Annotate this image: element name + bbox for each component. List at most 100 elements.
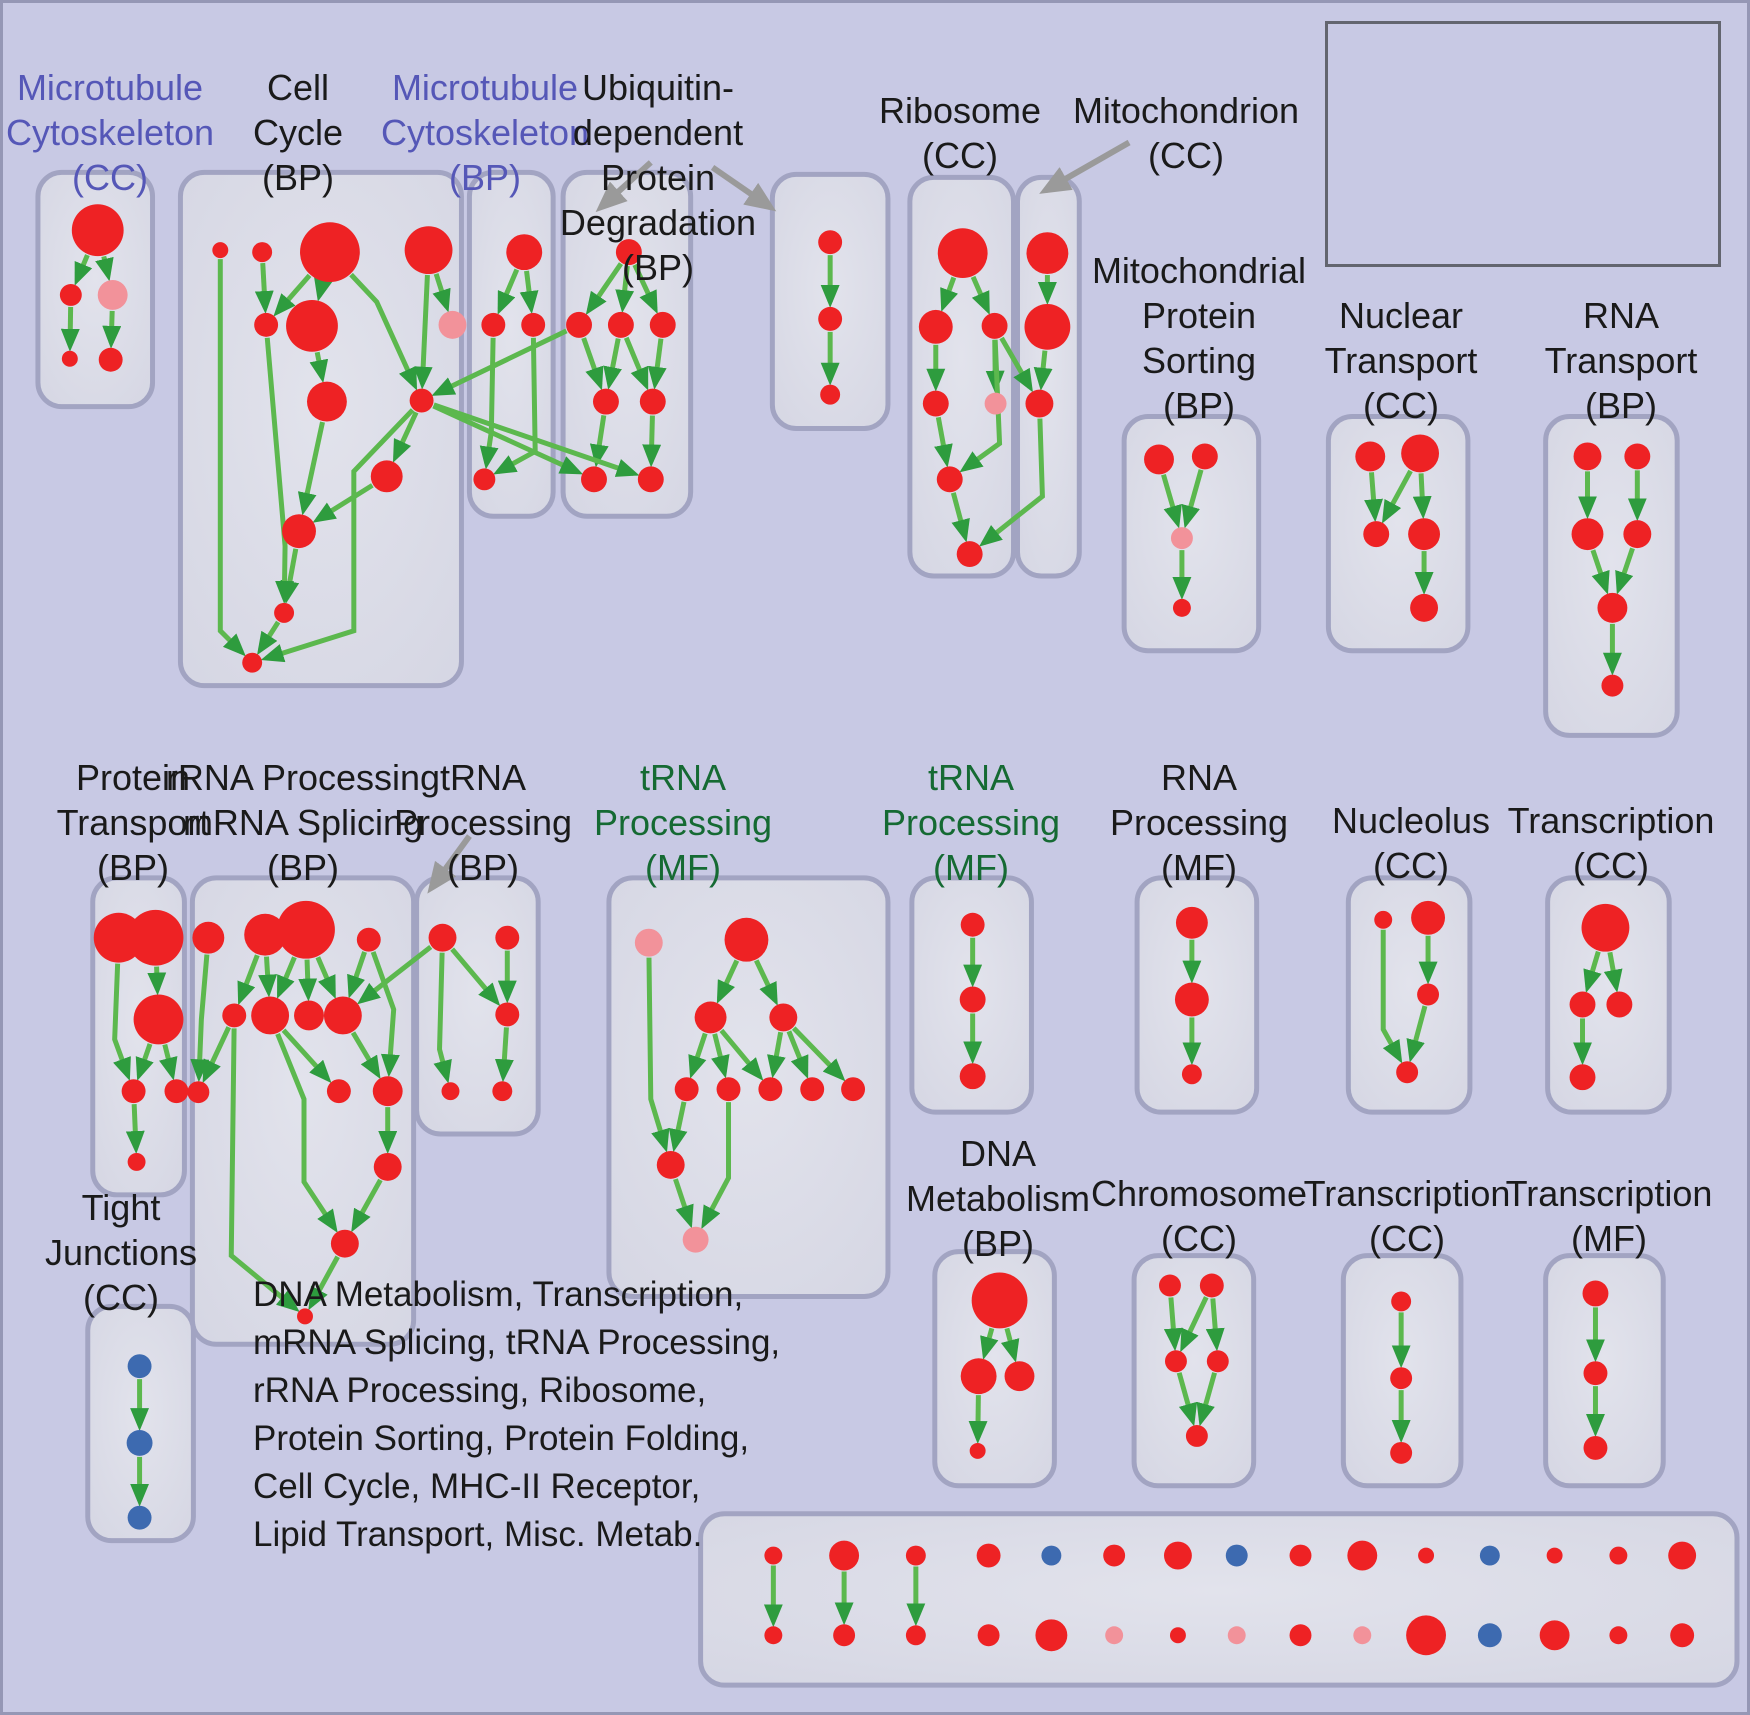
edge-l5-l14 — [228, 1028, 300, 1312]
edge-b6-b12 — [264, 337, 295, 604]
edge-n10-n11 — [673, 1178, 694, 1229]
node-b6 — [254, 312, 279, 337]
edge-d1-d2 — [585, 262, 624, 316]
node-b13 — [242, 652, 263, 673]
node-a4 — [61, 350, 78, 367]
node-yb9 — [1289, 1624, 1312, 1647]
node-f5 — [984, 392, 1007, 415]
node-l10 — [326, 1079, 351, 1104]
label-pointer-arrow-1 — [595, 160, 653, 213]
edge-l13-l14 — [308, 1255, 340, 1311]
cluster-label-dna-metabolism-bp: DNA Metabolism (BP) — [905, 1133, 1091, 1264]
node-yb15 — [1670, 1623, 1695, 1648]
node-f1 — [937, 228, 988, 279]
cluster-label-mito-protein-sorting-bp: Mitochondrial Protein Sorting (BP) — [1091, 250, 1307, 426]
edge-v1-v3 — [1163, 1297, 1183, 1352]
network-canvas — [35, 139, 1740, 1688]
node-d4 — [649, 311, 676, 338]
cluster-label-cell-cycle-bp: Cell Cycle (BP) — [252, 67, 344, 198]
edge-k4-k6 — [125, 1104, 145, 1154]
edge-l6-l10 — [281, 1028, 332, 1084]
node-r3 — [1606, 991, 1633, 1018]
node-o3 — [959, 1063, 986, 1090]
edge-f1-f2 — [940, 276, 959, 312]
node-l11 — [372, 1076, 403, 1107]
edge-d2-b9 — [431, 328, 568, 396]
edge-l5-l9 — [202, 1026, 232, 1084]
node-yb14 — [1609, 1626, 1628, 1645]
edge-v4-v5 — [1196, 1372, 1217, 1427]
node-b2 — [252, 242, 273, 263]
node-r4 — [1569, 1064, 1596, 1091]
node-k2 — [127, 909, 184, 966]
node-h1 — [1144, 444, 1174, 475]
node-i4 — [1408, 518, 1441, 551]
node-n3 — [694, 1001, 727, 1034]
box-nuclear-transport — [1325, 414, 1471, 654]
edge-b1-b13 — [217, 259, 246, 657]
node-d1 — [615, 239, 642, 266]
node-w1 — [1391, 1291, 1412, 1312]
edge-q3-q4 — [1406, 1005, 1428, 1063]
edge-c1-c3 — [519, 270, 539, 314]
edge-n4-n8 — [786, 1030, 809, 1080]
edge-q1-q4 — [1380, 929, 1403, 1064]
node-b11 — [282, 514, 316, 549]
node-n8 — [800, 1077, 825, 1102]
box-nucleolus — [1345, 875, 1473, 1115]
cluster-label-trna-processing-bp: tRNA Processing (BP) — [393, 757, 573, 888]
node-o2 — [959, 986, 986, 1013]
edge-d6-d8 — [642, 415, 662, 468]
cluster-label-transcription-mf: Transcription (MF) — [1505, 1173, 1713, 1259]
node-yt11 — [1418, 1547, 1435, 1564]
node-yt6 — [1103, 1544, 1126, 1567]
edge-r1-r3 — [1603, 951, 1623, 993]
node-n7 — [758, 1077, 783, 1102]
node-g2 — [1024, 303, 1071, 350]
node-h3 — [1170, 527, 1193, 550]
edge-b9-d7 — [432, 403, 584, 475]
node-yt14 — [1609, 1546, 1628, 1565]
edge-n2-n4 — [754, 959, 778, 1006]
node-yb2 — [833, 1624, 856, 1647]
edge-k2-k3 — [147, 966, 167, 996]
node-s2 — [126, 1429, 153, 1456]
cluster-label-nucleolus-cc: Nucleolus (CC) — [1331, 800, 1491, 886]
node-l7 — [294, 1000, 324, 1031]
edge-n5-n10 — [668, 1101, 688, 1153]
cluster-label-tight-junctions-cc: Tight Junctions (CC) — [44, 1187, 198, 1318]
edge-m1-m3 — [450, 947, 501, 1007]
node-l6 — [251, 996, 290, 1035]
edge-n2-n3 — [716, 959, 740, 1004]
node-u1 — [971, 1272, 1028, 1329]
node-yt7 — [1163, 1541, 1192, 1570]
misc-clusters-note: DNA Metabolism, Transcription, mRNA Splic… — [253, 1275, 781, 1554]
edge-b4-b9 — [413, 274, 433, 390]
edge-f3-g3 — [999, 336, 1033, 393]
edge-n3-n5 — [688, 1032, 708, 1079]
node-yt8 — [1225, 1544, 1248, 1567]
node-d7 — [581, 466, 607, 493]
node-n1 — [634, 928, 663, 957]
node-d8 — [637, 466, 664, 493]
node-yb4 — [977, 1624, 1000, 1647]
node-l9 — [187, 1081, 210, 1104]
node-c1 — [506, 234, 543, 271]
node-v5 — [1185, 1425, 1208, 1447]
edge-h1-h3 — [1161, 474, 1182, 529]
node-m3 — [495, 1002, 520, 1027]
edge-n3-n7 — [719, 1028, 764, 1081]
node-w3 — [1390, 1441, 1413, 1464]
edge-k3-k5 — [159, 1043, 178, 1081]
node-f2 — [918, 309, 953, 344]
edge-i2-i3 — [1381, 469, 1413, 524]
edge-n6-n11 — [701, 1102, 732, 1230]
node-c3 — [521, 312, 546, 337]
node-n4 — [769, 1003, 798, 1032]
node-p2 — [1174, 982, 1209, 1017]
cluster-label-microtubule-bp: Microtubule Cytoskeleton (BP) — [380, 67, 590, 198]
node-f7 — [956, 541, 983, 568]
edge-b2-b6 — [254, 262, 274, 314]
cluster-label-protein-transport-bp: Protein Transport (BP) — [56, 757, 210, 888]
